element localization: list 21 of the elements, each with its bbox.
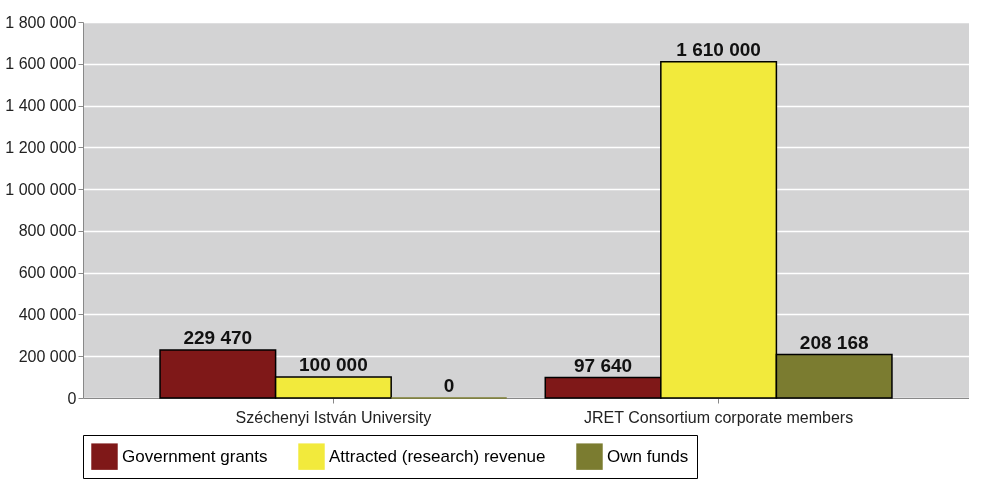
y-tick-label: 600 000 (18, 264, 77, 282)
y-tick-label: 800 000 (18, 222, 77, 240)
data-label: 100 000 (299, 354, 368, 376)
y-tick-label: 1 000 000 (5, 180, 77, 198)
data-label: 208 168 (799, 331, 869, 353)
y-tick-label: 1 800 000 (5, 13, 77, 31)
x-tick-label: Széchenyi István University (235, 408, 432, 426)
data-label: 0 (443, 375, 455, 396)
y-tick-label: 1 400 000 (5, 97, 77, 115)
y-tick-label: 0 (67, 389, 77, 407)
data-label: 229 470 (183, 327, 253, 349)
y-tick-label: 200 000 (18, 347, 77, 365)
legend-label: Government grants (122, 446, 268, 466)
y-tick-label: 400 000 (18, 305, 77, 323)
x-tick-label: JRET Consortium corporate members (584, 408, 854, 426)
y-tick-label: 1 600 000 (5, 55, 77, 73)
y-tick-label: 1 200 000 (5, 138, 77, 156)
legend-label: Attracted (research) revenue (329, 446, 546, 466)
legend-label: Own funds (607, 446, 689, 466)
data-label: 1 610 000 (676, 38, 761, 60)
data-label: 97 640 (573, 354, 633, 376)
